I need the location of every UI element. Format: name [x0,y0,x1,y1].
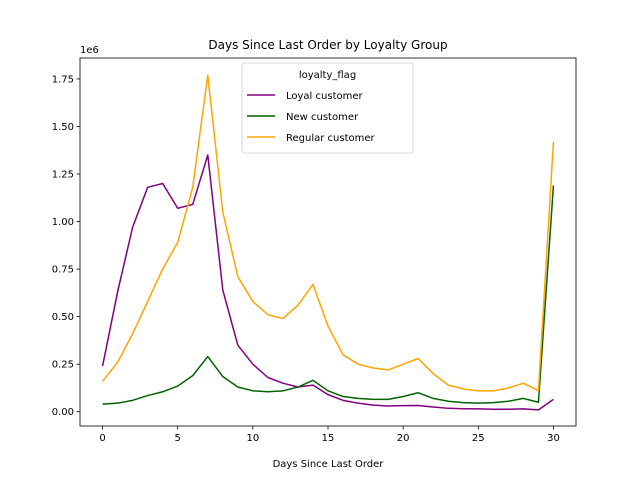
plot-area: 0 5 10 15 20 25 30 0.00 0.25 0.50 0.75 1.00 1.25 1.50… [52,57,577,444]
series-line-regular-customer [101,74,555,392]
x-tick-label: 15 [322,433,335,444]
x-tick-label: 20 [397,433,410,444]
x-tick-label: 30 [547,433,560,444]
y-tick-label: 0.75 [52,265,74,276]
y-tick-label: 0.50 [52,312,74,323]
x-tick-label: 5 [175,433,181,444]
x-tick-label: 10 [246,433,259,444]
y-tick-label: 1.00 [52,217,74,228]
legend-label: New customer [286,112,359,123]
x-tick-label: 25 [472,433,485,444]
y-tick-label: 0.00 [52,407,74,418]
x-axis-label: Days Since Last Order [273,459,385,470]
legend-box [241,62,414,154]
legend-label: Regular customer [286,133,376,144]
y-tick-label: 1.75 [52,74,74,85]
chart-title: Days Since Last Order by Loyalty Group [208,38,447,52]
series-line-new-customer [102,185,555,405]
legend-title: loyalty_flag [299,70,356,81]
y-tick-label: 0.25 [52,360,74,371]
y-offset-label: 1e6 [80,45,99,56]
series-line-loyal-customer [101,154,554,411]
y-tick-label: 1.25 [52,170,74,181]
legend-label: Loyal customer [286,91,363,102]
x-tick-label: 0 [99,433,105,444]
y-tick-label: 1.50 [52,122,74,133]
